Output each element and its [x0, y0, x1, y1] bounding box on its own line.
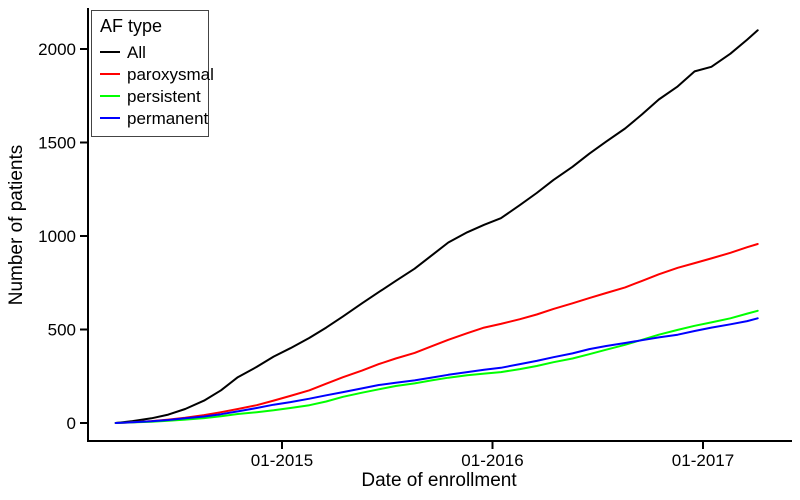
line-sample-icon — [100, 73, 120, 75]
y-tick-label: 0 — [67, 414, 76, 433]
legend-box: AF type All paroxysmal persistent perman… — [91, 10, 214, 137]
series-line-all — [114, 29, 759, 424]
x-tick-label: 01-2017 — [672, 451, 734, 470]
series-line-paroxysmal — [114, 243, 759, 424]
x-tick-label: 01-2016 — [461, 451, 523, 470]
legend-label: permanent — [127, 108, 209, 128]
legend-item-persistent: persistent — [100, 85, 201, 107]
y-tick-label: 1500 — [38, 134, 76, 153]
y-axis-title: Number of patients — [6, 144, 27, 306]
series-lines — [114, 29, 759, 424]
y-tick-label: 500 — [48, 321, 76, 340]
x-axis-title: Date of enrollment — [361, 470, 517, 491]
x-tick-label: 01-2015 — [251, 451, 313, 470]
series-line-permanent — [114, 317, 759, 424]
legend-title: AF type — [100, 16, 163, 36]
legend-label: persistent — [127, 86, 201, 106]
series-line-persistent — [114, 309, 759, 424]
line-sample-icon — [100, 117, 120, 119]
legend-item-paroxysmal: paroxysmal — [100, 63, 214, 85]
line-sample-icon — [100, 95, 120, 97]
axes: 0 500 1000 1500 2000 01-2015 01-2016 01-2017 — [38, 8, 792, 470]
legend-label: All — [127, 42, 146, 62]
y-tick-label: 1000 — [38, 227, 76, 246]
y-tick-label: 2000 — [38, 40, 76, 59]
line-sample-icon — [100, 51, 120, 53]
legend-item-all: All — [100, 41, 200, 63]
legend-item-permanent: permanent — [100, 107, 208, 129]
legend-label: paroxysmal — [127, 64, 214, 84]
